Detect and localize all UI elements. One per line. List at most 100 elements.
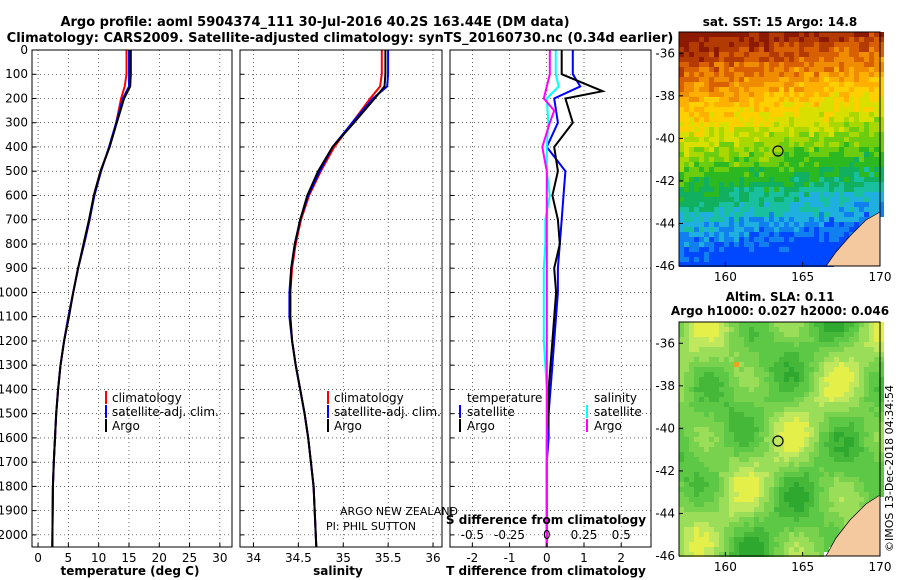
map-cell: [729, 497, 734, 502]
map-cell: [834, 137, 839, 142]
map-cell: [734, 337, 739, 342]
map-cell: [759, 192, 764, 197]
map-cell: [699, 507, 704, 512]
map-cell: [814, 357, 819, 362]
map-cell: [684, 422, 689, 427]
map-cell: [834, 142, 839, 147]
map-cell: [814, 87, 819, 92]
map-cell: [809, 387, 814, 392]
map-cell: [709, 137, 714, 142]
map-cell: [809, 227, 814, 232]
map-cell: [824, 32, 829, 37]
map-cell: [819, 187, 824, 192]
map-cell: [829, 237, 834, 242]
map-cell: [754, 427, 759, 432]
map-cell: [834, 217, 839, 222]
map-cell: [759, 107, 764, 112]
map-cell: [839, 407, 844, 412]
map-cell: [769, 57, 774, 62]
map-cell: [739, 542, 744, 547]
map-cell: [734, 367, 739, 372]
map-cell: [799, 497, 804, 502]
map-cell: [689, 92, 694, 97]
map-cell: [854, 407, 859, 412]
map-cell: [854, 352, 859, 357]
map-cell: [819, 217, 824, 222]
map-cell: [849, 152, 854, 157]
map-cell: [749, 222, 754, 227]
map-cell: [704, 162, 709, 167]
map-cell: [814, 117, 819, 122]
map-cell: [719, 357, 724, 362]
map-cell: [754, 197, 759, 202]
map-cell: [804, 247, 809, 252]
map-cell: [684, 352, 689, 357]
map-cell: [824, 342, 829, 347]
map-cell: [834, 427, 839, 432]
map-cell: [709, 467, 714, 472]
map-cell: [804, 527, 809, 532]
map-cell: [699, 132, 704, 137]
map-cell: [759, 457, 764, 462]
map-cell: [839, 142, 844, 147]
map-cell: [794, 382, 799, 387]
map-cell: [779, 197, 784, 202]
map-cell: [799, 122, 804, 127]
map-cell: [814, 207, 819, 212]
map-cell: [874, 117, 879, 122]
map-cell: [684, 247, 689, 252]
map-cell: [724, 392, 729, 397]
map-cell: [869, 417, 874, 422]
map-cell: [729, 512, 734, 517]
map-cell: [784, 157, 789, 162]
map-cell: [719, 252, 724, 257]
map-cell: [689, 527, 694, 532]
map-cell: [724, 372, 729, 377]
map-cell: [724, 227, 729, 232]
map-cell: [679, 337, 684, 342]
map-cell: [874, 142, 879, 147]
map-cell: [754, 452, 759, 457]
map-cell: [879, 197, 884, 202]
map-cell: [824, 532, 829, 537]
map-cell: [749, 262, 754, 267]
legend-label-argo: Argo: [112, 419, 140, 433]
map-cell: [759, 462, 764, 467]
map-cell: [789, 147, 794, 152]
map-cell: [799, 427, 804, 432]
map-cell: [789, 57, 794, 62]
map-cell: [699, 102, 704, 107]
map-cell: [839, 162, 844, 167]
map-cell: [874, 482, 879, 487]
map-cell: [729, 257, 734, 262]
map-cell: [679, 352, 684, 357]
map-cell: [769, 382, 774, 387]
map-cell: [794, 547, 799, 552]
map-cell: [729, 397, 734, 402]
map-cell: [754, 532, 759, 537]
depth-tick-label: 600: [5, 188, 28, 202]
map-cell: [754, 137, 759, 142]
map-cell: [709, 177, 714, 182]
map-cell: [789, 552, 794, 557]
map-cell: [874, 407, 879, 412]
map-cell: [749, 532, 754, 537]
map-cell: [874, 447, 879, 452]
map-cell: [849, 372, 854, 377]
map-cell: [879, 182, 884, 187]
map-cell: [784, 327, 789, 332]
map-cell: [754, 417, 759, 422]
map-cell: [769, 372, 774, 377]
map-cell: [749, 177, 754, 182]
map-cell: [859, 407, 864, 412]
map-cell: [714, 132, 719, 137]
map-cell: [859, 127, 864, 132]
map-cell: [704, 487, 709, 492]
map-cell: [699, 397, 704, 402]
map-cell: [854, 107, 859, 112]
map-cell: [824, 67, 829, 72]
map-cell: [849, 442, 854, 447]
map-cell: [734, 122, 739, 127]
map-cell: [689, 437, 694, 442]
map-cell: [704, 407, 709, 412]
